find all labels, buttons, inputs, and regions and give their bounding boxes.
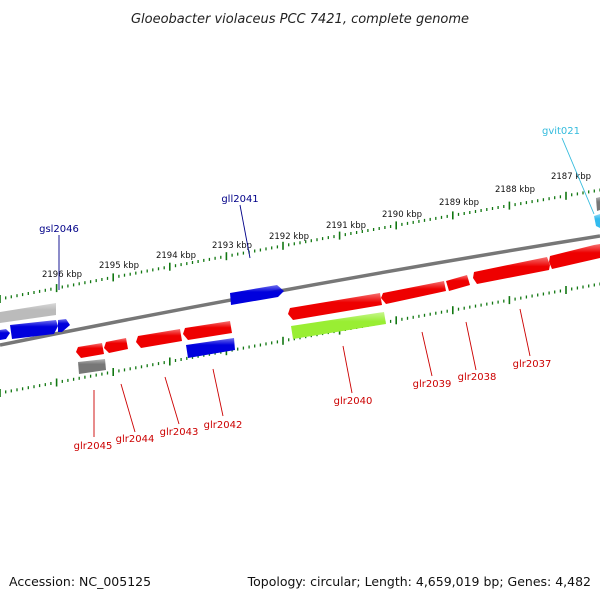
label-gvit021[interactable]: gvit021 xyxy=(542,126,580,137)
leader-gvit021 xyxy=(561,137,595,215)
leader-glr2043 xyxy=(164,376,180,425)
gene-forward-small-arrow[interactable] xyxy=(58,319,70,332)
label-gsl2046[interactable]: gsl2046 xyxy=(39,224,79,235)
gene-labels: gvit021 gll2041 gsl2046 glr2037 glr2038 … xyxy=(39,126,580,452)
gene-glr2044-arrow[interactable] xyxy=(104,338,128,353)
label-glr2040[interactable]: glr2040 xyxy=(334,396,373,407)
scale-labels: 2187 kbp 2188 kbp 2189 kbp 2190 kbp 2191… xyxy=(42,172,591,280)
feature-track xyxy=(0,197,600,374)
gene-gsl2046-arrow[interactable] xyxy=(10,320,58,339)
scale-label-2188: 2188 kbp xyxy=(495,185,535,195)
scale-label-2195: 2195 kbp xyxy=(99,261,139,271)
label-leader-lines xyxy=(58,137,595,437)
topology-summary: Topology: circular; Length: 4,659,019 bp… xyxy=(247,574,591,589)
gene-pseudo-bottom[interactable] xyxy=(78,359,106,374)
leader-gll2041 xyxy=(239,204,251,259)
gene-glr2038-arrow[interactable] xyxy=(473,257,550,284)
gene-glr2042-arrow[interactable] xyxy=(183,321,232,340)
scale-label-2192: 2192 kbp xyxy=(269,232,309,242)
gene-glr2038b-arrow[interactable] xyxy=(446,275,470,291)
genome-backbone xyxy=(0,234,600,347)
scale-label-2194: 2194 kbp xyxy=(156,251,196,261)
label-glr2038[interactable]: glr2038 xyxy=(458,372,497,383)
gene-pseudo-right[interactable] xyxy=(596,197,600,211)
gene-forward-left-arrow[interactable] xyxy=(0,329,10,340)
scale-label-2196: 2196 kbp xyxy=(42,270,82,280)
leader-glr2040 xyxy=(342,345,353,394)
label-glr2045[interactable]: glr2045 xyxy=(74,441,113,452)
label-glr2039[interactable]: glr2039 xyxy=(413,379,452,390)
label-glr2037[interactable]: glr2037 xyxy=(513,359,552,370)
leader-glr2042 xyxy=(212,368,224,417)
label-glr2044[interactable]: glr2044 xyxy=(116,434,155,445)
accession-text: Accession: NC_005125 xyxy=(9,574,151,589)
gene-pseudo-left[interactable] xyxy=(0,303,56,323)
upper-tick-track xyxy=(0,188,600,303)
leader-glr2038 xyxy=(465,321,477,371)
scale-label-2187: 2187 kbp xyxy=(551,172,591,182)
label-glr2042[interactable]: glr2042 xyxy=(204,420,243,431)
scale-label-2190: 2190 kbp xyxy=(382,210,422,220)
gene-glr2045-arrow[interactable] xyxy=(76,343,104,358)
map-title: Gloeobacter violaceus PCC 7421, complete… xyxy=(131,12,469,27)
gene-glr2040-rna[interactable] xyxy=(291,312,386,339)
leader-glr2044 xyxy=(120,383,136,433)
leader-glr2039 xyxy=(421,331,433,377)
gene-glr2042-forward[interactable] xyxy=(186,338,235,358)
leader-glr2037 xyxy=(519,308,531,357)
scale-label-2193: 2193 kbp xyxy=(212,241,252,251)
gene-glr2039-arrow[interactable] xyxy=(381,281,446,304)
label-glr2043[interactable]: glr2043 xyxy=(160,427,199,438)
label-gll2041[interactable]: gll2041 xyxy=(221,194,258,205)
gene-glr2037-arrow[interactable] xyxy=(549,244,600,269)
lower-tick-track xyxy=(0,282,600,397)
gene-glr2040-arrow[interactable] xyxy=(288,293,382,320)
gene-gll2041-arrow[interactable] xyxy=(230,285,284,305)
scale-label-2191: 2191 kbp xyxy=(326,221,366,231)
gene-glr2043-arrow[interactable] xyxy=(136,329,182,348)
scale-label-2189: 2189 kbp xyxy=(439,198,479,208)
gene-gvit021-arrow[interactable] xyxy=(594,214,600,228)
